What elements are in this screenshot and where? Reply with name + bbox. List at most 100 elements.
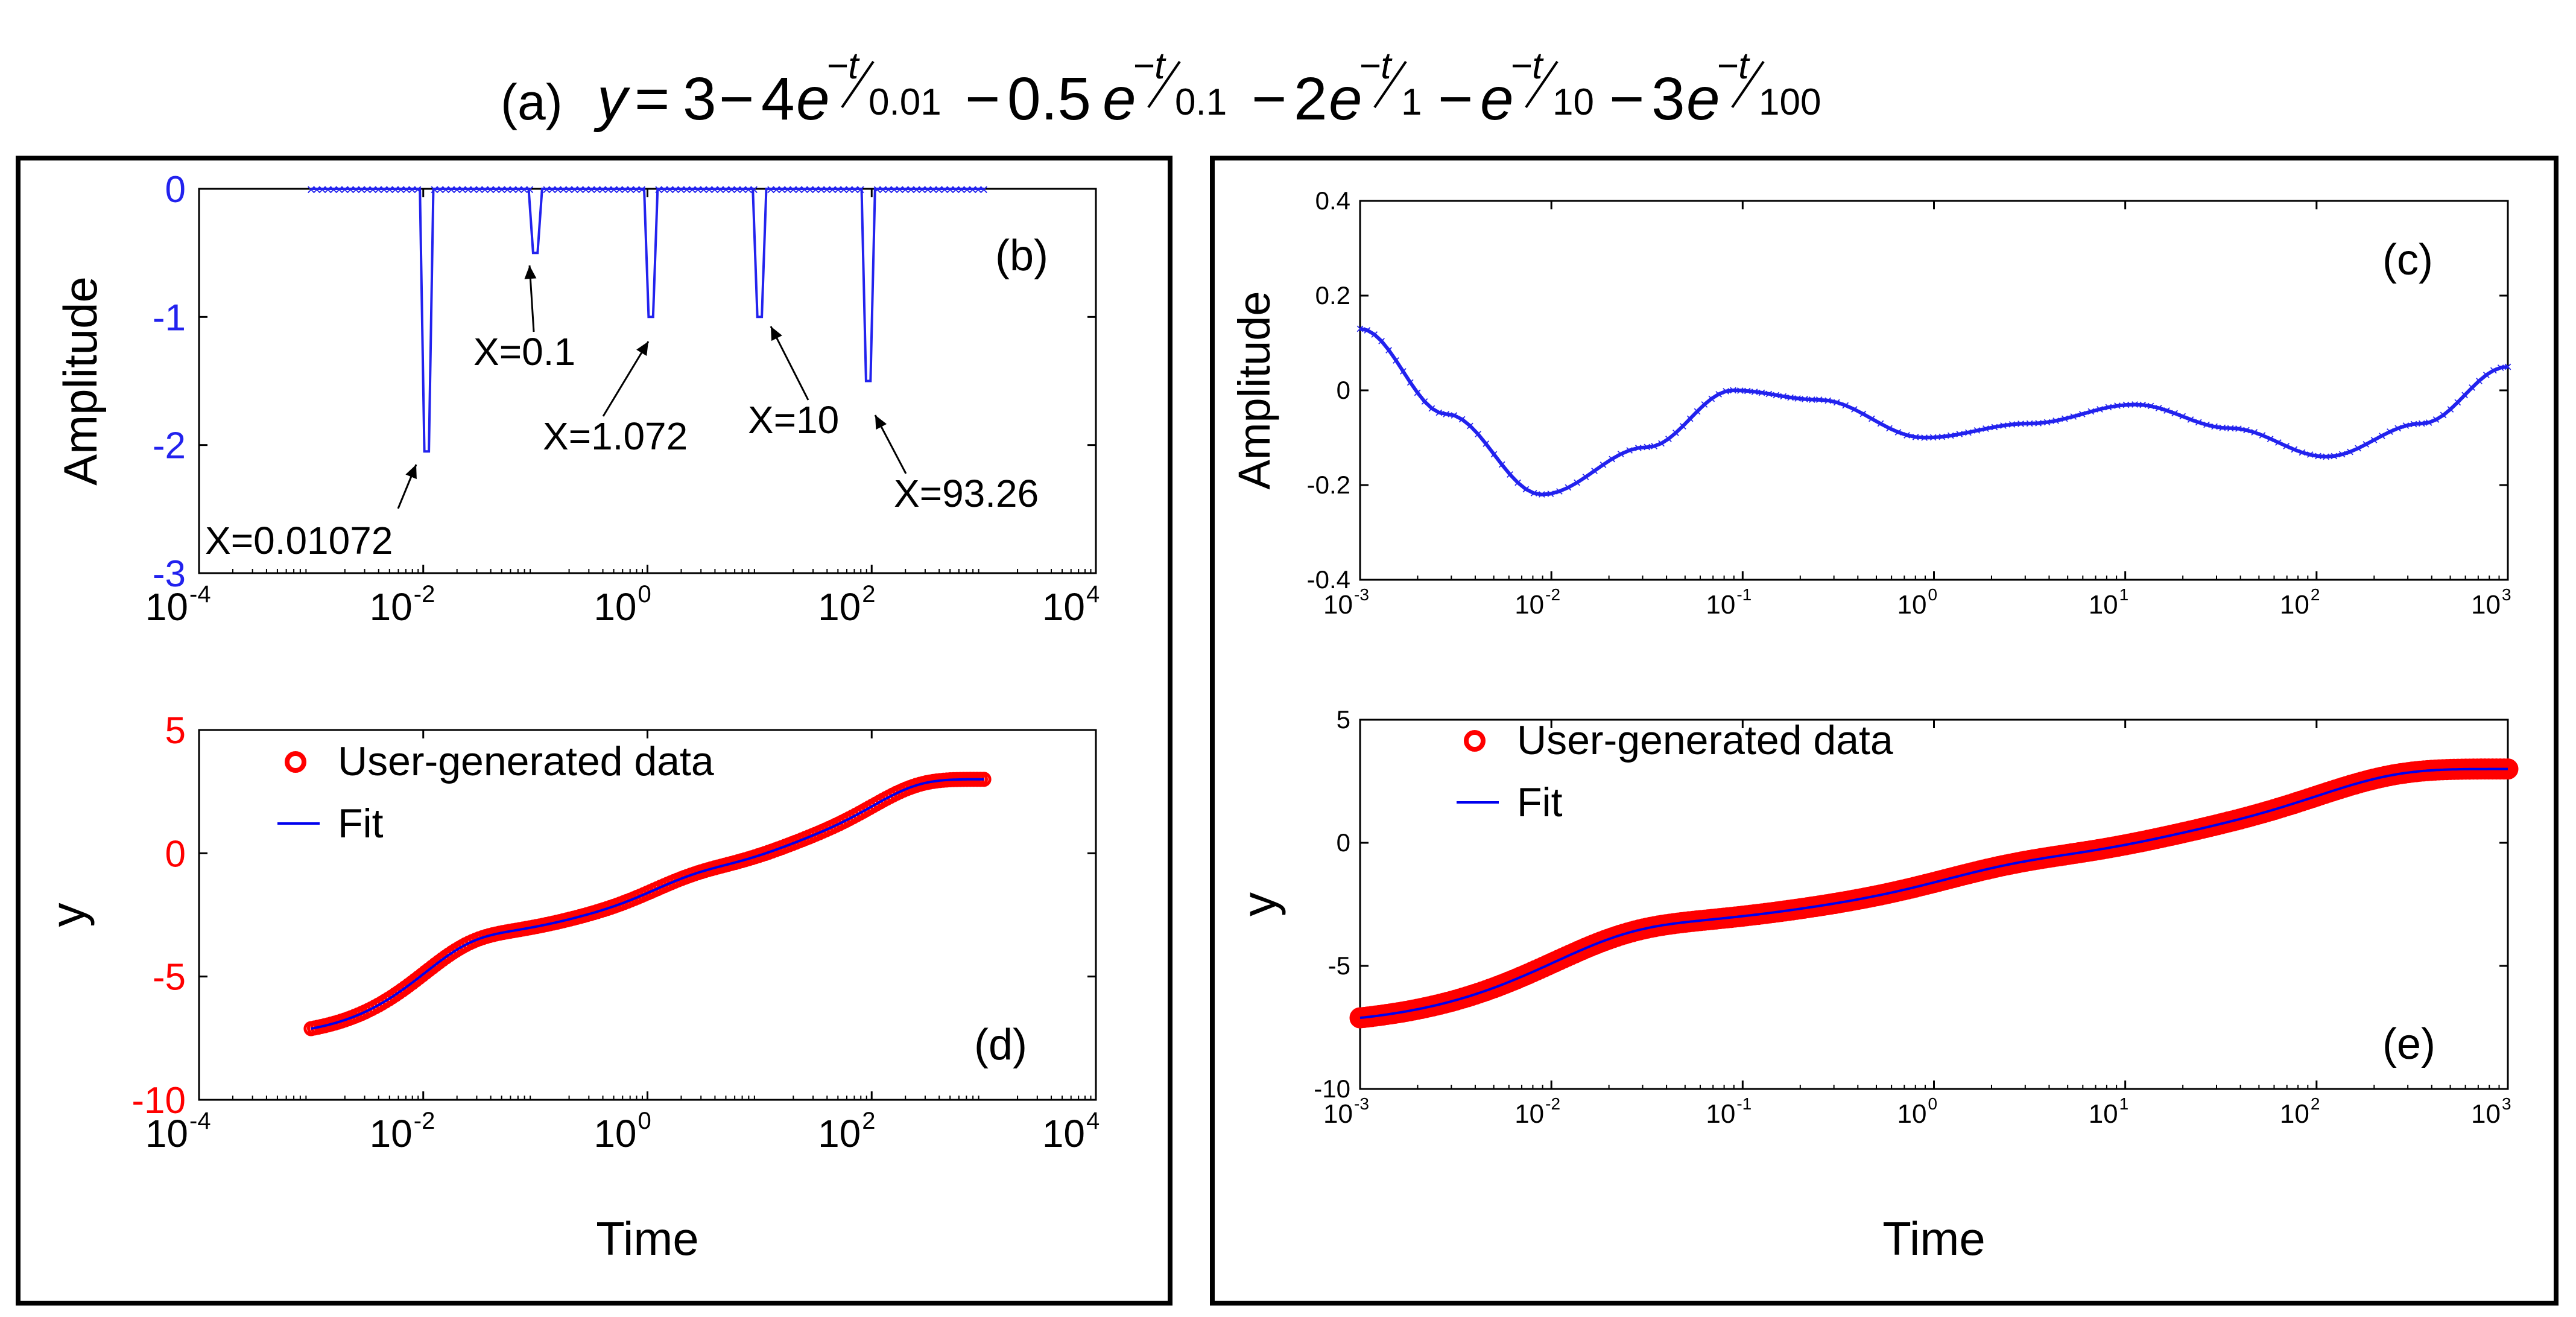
data-marker: × — [660, 180, 669, 198]
data-marker: × — [609, 180, 618, 198]
data-marker: × — [1707, 391, 1716, 407]
data-marker: × — [2194, 414, 2203, 431]
data-marker: × — [929, 180, 938, 198]
y-tick-label: 0 — [1337, 376, 1350, 404]
data-marker: × — [2147, 398, 2155, 414]
data-marker: × — [2489, 363, 2498, 379]
x-tick-label-exp: 2 — [862, 1108, 875, 1134]
data-marker: × — [519, 180, 528, 198]
data-marker: × — [469, 180, 478, 198]
data-marker: × — [2202, 417, 2210, 433]
data-marker: × — [565, 180, 574, 198]
data-marker: × — [486, 180, 495, 198]
data-marker: × — [1490, 446, 1498, 463]
data-marker: × — [1938, 429, 1946, 445]
annotation-arrow-head — [771, 326, 782, 341]
data-marker: × — [733, 180, 742, 198]
data-marker: × — [352, 180, 361, 198]
data-marker: × — [878, 180, 887, 198]
data-marker: × — [2306, 447, 2314, 463]
data-marker: × — [357, 180, 366, 198]
data-marker: × — [1903, 427, 1911, 443]
data-marker: × — [2043, 414, 2051, 431]
data-marker: × — [570, 180, 579, 198]
eq-term-tau: 0.1 — [1175, 81, 1227, 123]
eq-lhs: y — [593, 65, 631, 133]
x-tick-label-base: 10 — [2089, 590, 2118, 620]
data-marker: × — [1413, 385, 1422, 401]
data-marker: × — [2370, 432, 2378, 448]
data-marker: × — [2468, 380, 2476, 396]
eq-term-exp-num: −t — [1717, 45, 1750, 87]
data-marker: × — [716, 180, 725, 198]
x-tick-label-base: 10 — [2089, 1099, 2118, 1129]
data-marker: × — [626, 180, 635, 198]
data-marker: × — [777, 180, 786, 198]
data-marker: × — [772, 180, 781, 198]
x-tick-label-exp: 2 — [2311, 585, 2320, 604]
x-tick-label-exp: 2 — [862, 581, 875, 608]
data-marker: × — [480, 180, 489, 198]
data-marker: × — [907, 180, 916, 198]
y-tick-label: 5 — [165, 710, 186, 752]
x-tick-label-exp: -3 — [1354, 585, 1369, 604]
data-marker: × — [699, 180, 708, 198]
residual-line — [1359, 327, 2508, 497]
x-tick-label-base: 10 — [818, 585, 861, 629]
x-tick-label-base: 10 — [1514, 590, 1544, 620]
data-marker: × — [1700, 397, 1709, 413]
data-marker: × — [783, 180, 792, 198]
peak-annotation: X=1.072 — [543, 414, 688, 458]
data-marker: × — [2504, 359, 2512, 375]
data-marker: × — [1590, 463, 1599, 479]
x-tick-label-base: 10 — [2471, 1099, 2501, 1129]
data-marker: × — [2290, 442, 2299, 458]
x-tick-label-base: 10 — [145, 1112, 188, 1155]
data-marker: × — [2226, 420, 2235, 437]
data-marker: × — [447, 180, 456, 198]
data-marker: × — [391, 180, 400, 198]
fit-line — [1359, 767, 2508, 1020]
data-marker: × — [1450, 408, 1458, 424]
chart-c: -0.4-0.200.20.410 -3 10 -2 10 -1 10 0 10 1 10 2 10 3A… — [1229, 186, 2512, 620]
data-marker: × — [1946, 428, 1955, 444]
eq-term-exp-num: −t — [1510, 45, 1544, 87]
x-tick-label-exp: 4 — [1086, 581, 1100, 608]
x-tick-label-base: 10 — [593, 585, 636, 629]
data-marker: × — [2378, 428, 2386, 444]
data-marker: × — [1832, 395, 1841, 411]
data-marker: × — [1750, 384, 1759, 400]
data-marker: × — [946, 180, 955, 198]
peak-annotation: X=93.26 — [894, 472, 1039, 515]
data-marker: × — [850, 180, 859, 198]
data-marker: × — [2314, 448, 2322, 465]
data-marker: × — [1824, 393, 1832, 409]
annotation-arrow-line — [602, 341, 650, 417]
x-tick-label-exp: 3 — [2502, 585, 2511, 604]
eq-term-coef: 0.5 — [1007, 65, 1091, 133]
data-marker: × — [1378, 334, 1386, 350]
data-marker: × — [452, 180, 461, 198]
y-tick-label: 0 — [165, 833, 186, 875]
eq-term-op: − — [965, 65, 1000, 133]
annotation-arrow-head — [636, 341, 648, 356]
data-marker: × — [575, 180, 584, 198]
equation: y = 3−4 e−t0.01−0.5 e−t0.1−2 e−t1− e−t10−3 e−t1… — [593, 45, 1821, 133]
x-tick-label-base: 10 — [1897, 1099, 1927, 1129]
data-marker: × — [2218, 420, 2227, 436]
data-marker: × — [2461, 387, 2469, 404]
data-marker: × — [1765, 386, 1773, 402]
x-tick-label-base: 10 — [2280, 1099, 2309, 1129]
data-marker: × — [2432, 412, 2440, 428]
data-marker: × — [1664, 431, 1673, 447]
data-marker: × — [1650, 439, 1659, 455]
data-marker: × — [2417, 416, 2426, 432]
plot-area-c — [1359, 200, 2509, 581]
data-marker: × — [492, 180, 501, 198]
data-marker: × — [694, 180, 703, 198]
data-marker: × — [2069, 408, 2078, 425]
data-marker: × — [1772, 387, 1780, 404]
data-marker: × — [1758, 385, 1766, 401]
data-marker: × — [458, 180, 467, 198]
